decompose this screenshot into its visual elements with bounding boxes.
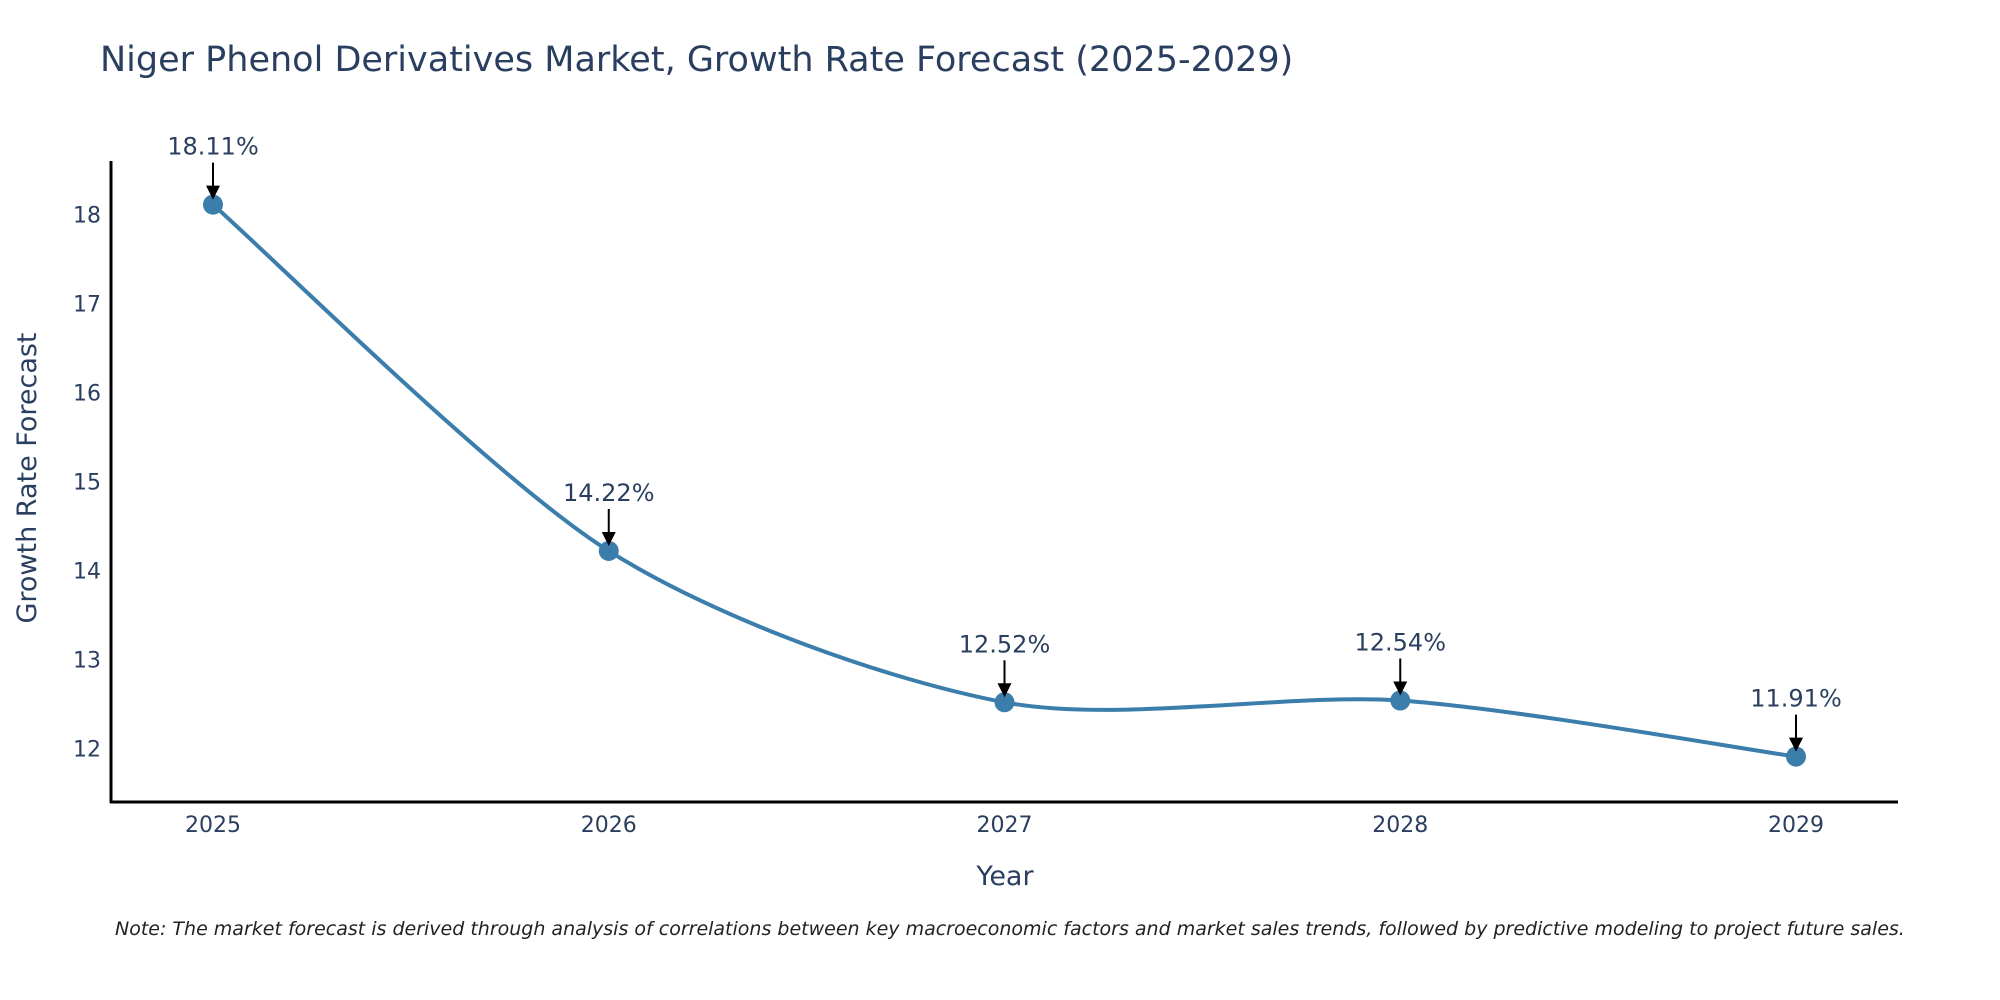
chart-axes — [109, 161, 1898, 804]
chart-title: Niger Phenol Derivatives Market, Growth … — [100, 40, 1294, 80]
y-tick-label: 12 — [73, 738, 101, 763]
data-point — [1390, 690, 1411, 711]
data-point — [1786, 746, 1806, 767]
x-tick-label: 2027 — [977, 813, 1033, 838]
data-label: 14.22% — [563, 479, 655, 507]
data-markers — [203, 194, 1806, 767]
annotation-arrowhead — [206, 185, 220, 200]
y-tick-label: 13 — [73, 649, 101, 674]
data-label: 11.91% — [1750, 685, 1842, 713]
x-tick-label: 2025 — [185, 813, 241, 838]
x-tick-label: 2029 — [1768, 813, 1824, 838]
y-tick-label: 14 — [73, 560, 101, 585]
data-point — [994, 692, 1015, 713]
data-point — [598, 540, 619, 561]
y-tick-labels: 12 13 14 15 16 17 18 — [73, 203, 101, 762]
data-label: 12.54% — [1354, 629, 1446, 657]
annotation-arrowhead — [1789, 737, 1803, 752]
x-tick-labels: 2025 2026 2027 2028 2029 — [185, 813, 1824, 838]
data-point — [203, 194, 223, 215]
y-axis-label: Growth Rate Forecast — [12, 332, 43, 623]
x-tick-label: 2026 — [581, 813, 637, 838]
chart-note: Note: The market forecast is derived thr… — [115, 918, 1905, 940]
data-annotations: 18.11% 14.22% 12.52% 12.54% 11.91% — [167, 133, 1842, 752]
y-tick-label: 15 — [73, 471, 101, 496]
annotation-arrowhead — [997, 683, 1012, 698]
y-tick-label: 17 — [73, 292, 101, 317]
data-label: 12.52% — [959, 630, 1051, 658]
y-tick-label: 18 — [73, 203, 101, 228]
x-axis-label: Year — [975, 861, 1034, 892]
annotation-arrowhead — [601, 531, 616, 546]
annotation-arrowhead — [1393, 681, 1408, 696]
y-tick-label: 16 — [73, 381, 101, 406]
data-label: 18.11% — [167, 133, 259, 161]
x-tick-label: 2028 — [1372, 813, 1428, 838]
